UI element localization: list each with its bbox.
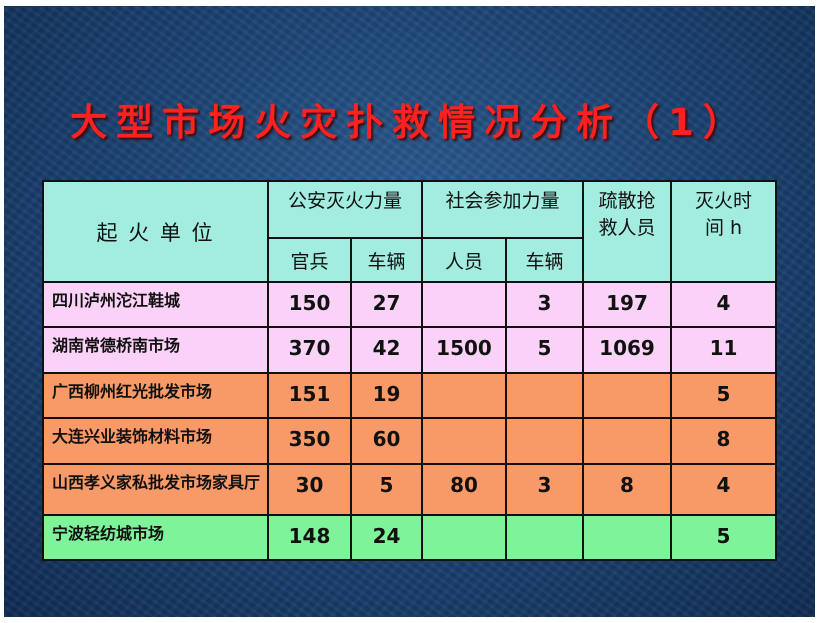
cell-social-vehicles: 5	[505, 326, 584, 374]
cell-police-soldiers: 30	[267, 463, 352, 516]
header-police-soldiers: 官兵	[267, 237, 352, 283]
header-time: 灭火时间 h	[670, 180, 777, 283]
cell-time: 5	[670, 372, 777, 419]
cell-police-soldiers: 151	[267, 372, 352, 419]
cell-police-soldiers: 370	[267, 326, 352, 374]
cell-social-vehicles: 3	[505, 463, 584, 516]
cell-time: 5	[670, 514, 777, 561]
cell-social-people: 80	[421, 463, 507, 516]
cell-evac	[582, 372, 672, 419]
cell-social-vehicles	[505, 417, 584, 465]
cell-social-vehicles	[505, 514, 584, 561]
header-social-vehicles: 车辆	[505, 237, 584, 283]
cell-police-vehicles: 27	[350, 281, 423, 328]
cell-social-people	[421, 372, 507, 419]
cell-unit: 山西孝义家私批发市场家具厅	[42, 463, 269, 516]
table-row: 宁波轻纺城市场 148 24 5	[42, 514, 777, 561]
table-row: 湖南常德桥南市场 370 42 1500 5 1069 11	[42, 326, 777, 374]
table-row: 山西孝义家私批发市场家具厅 30 5 80 3 8 4	[42, 463, 777, 516]
cell-social-people	[421, 417, 507, 465]
slide: 大型市场火灾扑救情况分析（1） 起 火 单 位 公安灭火力量 社会参加力量 疏散…	[4, 6, 815, 617]
header-police-vehicles: 车辆	[350, 237, 423, 283]
cell-police-vehicles: 24	[350, 514, 423, 561]
header-unit: 起 火 单 位	[42, 180, 269, 283]
cell-police-soldiers: 150	[267, 281, 352, 328]
fire-analysis-table: 起 火 单 位 公安灭火力量 社会参加力量 疏散抢救人员 灭火时间 h 官兵 车…	[42, 180, 777, 561]
cell-time: 11	[670, 326, 777, 374]
cell-social-people: 1500	[421, 326, 507, 374]
header-social-people: 人员	[421, 237, 507, 283]
table-row: 四川泸州沱江鞋城 150 27 3 197 4	[42, 281, 777, 328]
cell-police-soldiers: 148	[267, 514, 352, 561]
cell-evac	[582, 514, 672, 561]
cell-unit: 四川泸州沱江鞋城	[42, 281, 269, 328]
cell-time: 8	[670, 417, 777, 465]
header-police: 公安灭火力量	[267, 180, 423, 239]
cell-police-soldiers: 350	[267, 417, 352, 465]
cell-time: 4	[670, 281, 777, 328]
cell-police-vehicles: 5	[350, 463, 423, 516]
cell-social-people	[421, 514, 507, 561]
cell-evac: 8	[582, 463, 672, 516]
cell-evac	[582, 417, 672, 465]
slide-title: 大型市场火灾扑救情况分析（1）	[70, 101, 749, 144]
cell-unit: 大连兴业装饰材料市场	[42, 417, 269, 465]
table-row: 广西柳州红光批发市场 151 19 5	[42, 372, 777, 419]
table-row: 大连兴业装饰材料市场 350 60 8	[42, 417, 777, 465]
cell-social-people	[421, 281, 507, 328]
cell-police-vehicles: 42	[350, 326, 423, 374]
cell-time: 4	[670, 463, 777, 516]
header-evac: 疏散抢救人员	[582, 180, 672, 283]
cell-police-vehicles: 19	[350, 372, 423, 419]
header-social: 社会参加力量	[421, 180, 584, 239]
cell-unit: 宁波轻纺城市场	[42, 514, 269, 561]
cell-social-vehicles	[505, 372, 584, 419]
cell-evac: 197	[582, 281, 672, 328]
cell-unit: 广西柳州红光批发市场	[42, 372, 269, 419]
cell-police-vehicles: 60	[350, 417, 423, 465]
cell-evac: 1069	[582, 326, 672, 374]
cell-unit: 湖南常德桥南市场	[42, 326, 269, 374]
cell-social-vehicles: 3	[505, 281, 584, 328]
